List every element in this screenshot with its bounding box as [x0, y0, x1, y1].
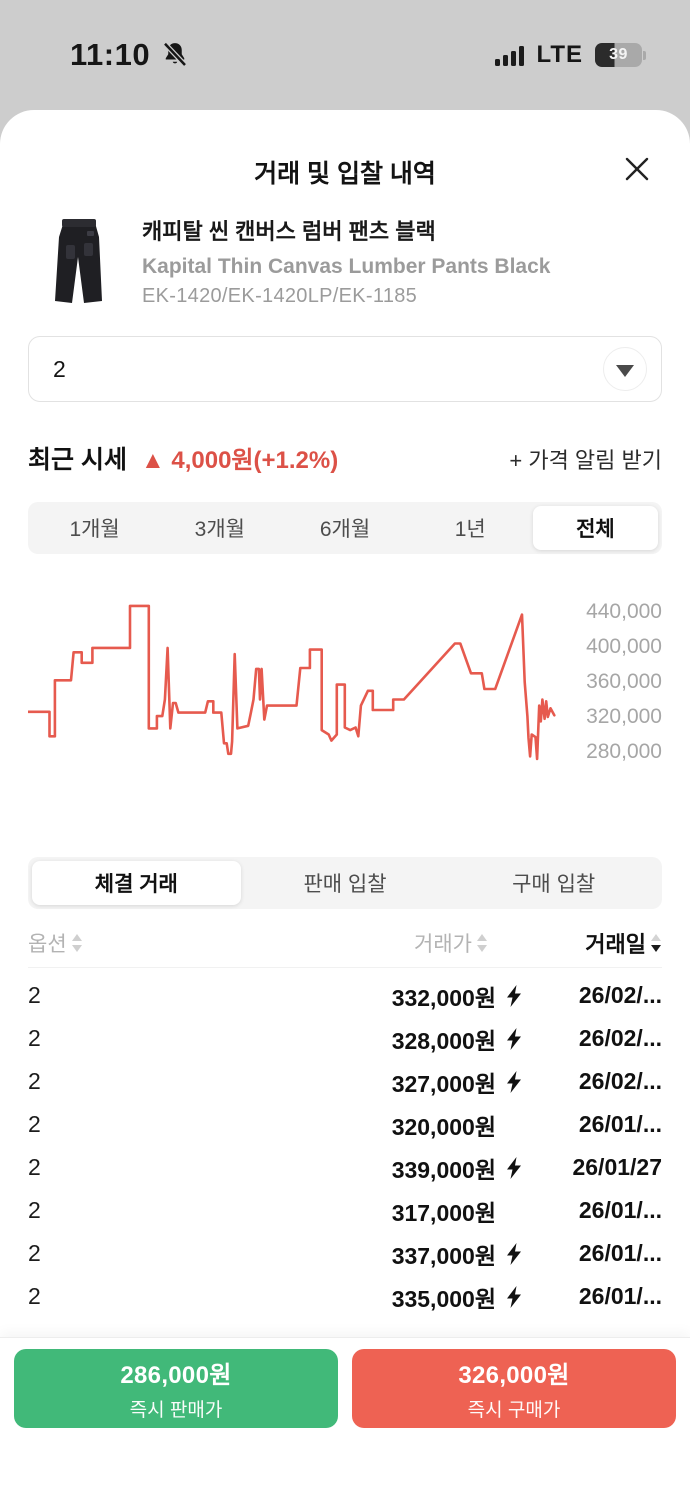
y-axis-tick: 400,000 [586, 635, 662, 658]
battery-percent: 39 [609, 46, 628, 63]
period-tab-1년[interactable]: 1년 [454, 518, 486, 541]
price-line-chart [28, 604, 556, 761]
trade-tab-판매 입찰[interactable]: 판매 입찰 [303, 873, 387, 896]
row-price: 327,000원 [41, 1065, 527, 1099]
row-option: 2 [28, 1240, 41, 1266]
row-price: 339,000원 [41, 1151, 527, 1185]
size-select[interactable]: 2 [28, 336, 662, 402]
signal-strength-icon [495, 44, 525, 66]
table-row[interactable]: 2 335,000원 26/01/... [0, 1275, 690, 1318]
sheet-header: 거래 및 입찰 내역 [0, 110, 690, 198]
product-title-ko: 캐피탈 씬 캔버스 럼버 팬츠 블랙 [142, 219, 436, 244]
table-row[interactable]: 2 337,000원 26/01/... [0, 1232, 690, 1275]
trade-rows: 2 332,000원 26/02/... 2 328,000원 26/02/... 2 327… [0, 974, 690, 1318]
recent-price-label: 최근 시세 [28, 446, 127, 474]
row-date: 26/02/... [578, 982, 662, 1008]
instant-trade-icon [501, 1155, 527, 1181]
sheet-title: 거래 및 입찰 내역 [254, 160, 436, 188]
row-option: 2 [28, 1283, 41, 1309]
y-axis-tick: 320,000 [586, 705, 662, 728]
instant-buy-price: 326,000원 [458, 1362, 570, 1389]
size-select-value: 2 [53, 355, 66, 382]
bottom-action-bar: 286,000원 즉시 판매가 326,000원 즉시 구매가 [0, 1338, 690, 1500]
table-row[interactable]: 2 320,000원 26/01/... [0, 1103, 690, 1146]
period-tab-3개월[interactable]: 3개월 [194, 518, 245, 541]
row-option: 2 [28, 1154, 41, 1180]
y-axis-tick: 360,000 [586, 670, 662, 693]
row-option: 2 [28, 1111, 41, 1137]
trade-tab-구매 입찰[interactable]: 구매 입찰 [512, 873, 596, 896]
table-row[interactable]: 2 317,000원 26/01/... [0, 1189, 690, 1232]
instant-trade-icon [501, 983, 527, 1009]
trade-history-sheet: 거래 및 입찰 내역 캐피탈 씬 캔버스 럼버 팬츠 블랙 Kapital Th [0, 110, 690, 1500]
product-style-code: EK-1420/EK-1420LP/EK-1185 [142, 285, 418, 307]
row-option: 2 [28, 1197, 41, 1223]
row-date: 26/01/27 [572, 1154, 662, 1180]
network-type: LTE [536, 41, 583, 68]
table-row[interactable]: 2 327,000원 26/02/... [0, 1060, 690, 1103]
clock: 11:10 [70, 37, 151, 72]
row-date: 26/01/... [578, 1240, 662, 1266]
row-date: 26/02/... [578, 1068, 662, 1094]
pants-image [55, 219, 102, 303]
sort-icon-active [650, 933, 662, 953]
row-option: 2 [28, 1068, 41, 1094]
sort-date-header[interactable]: 거래일 [514, 927, 662, 959]
instant-trade-icon [501, 1284, 527, 1310]
row-date: 26/01/... [578, 1111, 662, 1137]
table-row[interactable]: 2 332,000원 26/02/... [0, 974, 690, 1017]
close-icon [620, 152, 654, 186]
instant-buy-button[interactable]: 326,000원 즉시 구매가 [352, 1349, 676, 1428]
row-date: 26/01/... [578, 1283, 662, 1309]
instant-trade-icon [501, 1026, 527, 1052]
period-tab-전체[interactable]: 전체 [532, 506, 659, 550]
instant-sell-label: 즉시 판매가 [129, 1400, 223, 1421]
sort-option-header[interactable]: 옵션 [28, 928, 414, 958]
row-price: 320,000원 [41, 1108, 527, 1142]
instant-sell-button[interactable]: 286,000원 즉시 판매가 [14, 1349, 338, 1428]
y-axis-tick: 280,000 [586, 740, 662, 763]
row-date: 26/01/... [578, 1197, 662, 1223]
row-option: 2 [28, 982, 41, 1008]
mute-bell-icon [160, 40, 190, 70]
period-tab-6개월[interactable]: 6개월 [319, 518, 371, 541]
bolt-placeholder [501, 1198, 527, 1224]
table-row[interactable]: 2 339,000원 26/01/27 [0, 1146, 690, 1189]
price-chart: 440,000 400,000 360,000 320,000 280,000 [28, 578, 662, 793]
table-header: 옵션 거래가 거래일 [28, 919, 662, 968]
row-price: 337,000원 [41, 1237, 527, 1271]
period-tab-1개월[interactable]: 1개월 [69, 518, 120, 541]
price-change-value: ▲ 4,000원(+1.2%) [140, 447, 339, 474]
row-price: 317,000원 [41, 1194, 527, 1228]
sort-icon [71, 933, 83, 953]
chevron-down-icon [603, 347, 647, 391]
y-axis-tick: 440,000 [586, 600, 662, 623]
close-button[interactable] [608, 140, 666, 198]
battery-icon: 39 [595, 43, 646, 67]
product-title-en: Kapital Thin Canvas Lumber Pants Black [142, 255, 551, 278]
row-option: 2 [28, 1025, 41, 1051]
sort-price-header[interactable]: 거래가 [414, 928, 488, 958]
row-date: 26/02/... [578, 1025, 662, 1051]
instant-buy-label: 즉시 구매가 [467, 1400, 561, 1421]
instant-trade-icon [501, 1241, 527, 1267]
table-row[interactable]: 2 328,000원 26/02/... [0, 1017, 690, 1060]
instant-sell-price: 286,000원 [120, 1362, 232, 1389]
period-tabs: 1개월 3개월 6개월 1년 전체 [28, 502, 662, 554]
product-thumbnail [42, 215, 116, 307]
row-price: 332,000원 [41, 979, 527, 1013]
status-bar: 11:10 LTE 39 [0, 0, 690, 100]
product-summary: 캐피탈 씬 캔버스 럼버 팬츠 블랙 Kapital Thin Canvas L… [0, 190, 690, 308]
trade-type-tabs: 체결 거래 판매 입찰 구매 입찰 [28, 857, 662, 909]
row-price: 328,000원 [41, 1022, 527, 1056]
price-alert-button[interactable]: + 가격 알림 받기 [509, 448, 662, 473]
bolt-placeholder [501, 1112, 527, 1138]
trade-tab-체결 거래[interactable]: 체결 거래 [32, 861, 241, 905]
recent-price-row: 최근 시세 ▲ 4,000원(+1.2%) + 가격 알림 받기 [28, 440, 662, 476]
sort-icon [476, 933, 488, 953]
instant-trade-icon [501, 1069, 527, 1095]
row-price: 335,000원 [41, 1280, 527, 1314]
